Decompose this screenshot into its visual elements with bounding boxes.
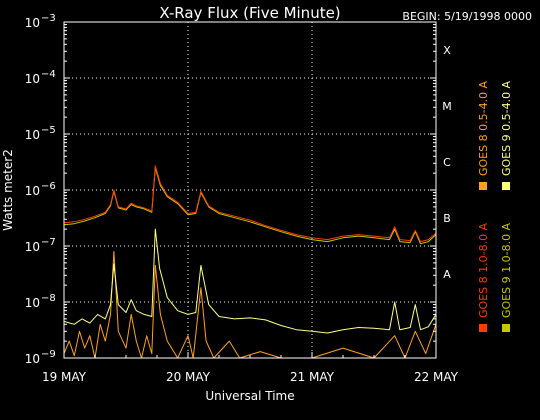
y-tick-exponent: −4 <box>41 69 56 80</box>
x-tick-label: 19 MAY <box>42 370 87 384</box>
legend-swatch <box>479 182 487 190</box>
x-tick-label: 21 MAY <box>290 370 335 384</box>
flare-class-axis: X M C B A <box>442 44 452 281</box>
y-axis: 10−910−810−710−610−510−410−3 <box>25 13 436 366</box>
y-tick-exponent: −9 <box>41 349 56 360</box>
y-tick-exponent: −5 <box>41 125 56 136</box>
chart-title: X-Ray Flux (Five Minute) <box>159 4 340 22</box>
grid <box>64 22 436 358</box>
x-axis: 19 MAY 20 MAY 21 MAY 22 MAY <box>42 352 459 384</box>
y-axis-label: Watts meter2 <box>1 149 15 231</box>
legend-label: GOES 9 1.0-8.0 A <box>500 222 513 318</box>
y-tick-label: 10 <box>25 128 40 142</box>
y-tick-label: 10 <box>25 352 40 366</box>
legend-label: GOES 8 1.0-8.0 A <box>477 222 490 318</box>
x-tick-label: 22 MAY <box>414 370 459 384</box>
y-tick-exponent: −6 <box>41 181 56 192</box>
y-tick-exponent: −7 <box>41 237 56 248</box>
legend-swatch <box>502 182 510 190</box>
flare-class-label: M <box>442 100 452 113</box>
x-axis-label: Universal Time <box>205 389 294 403</box>
x-tick-label: 20 MAY <box>166 370 211 384</box>
y-tick-exponent: −8 <box>41 293 56 304</box>
legend-swatch <box>502 324 510 332</box>
y-tick-label: 10 <box>25 16 40 30</box>
begin-date-label: BEGIN: 5/19/1998 0000 <box>402 10 532 23</box>
flare-class-label: A <box>443 268 451 281</box>
series-line-1 <box>63 165 437 243</box>
flare-class-label: C <box>443 156 451 169</box>
y-tick-exponent: −3 <box>41 13 56 24</box>
legend: GOES 8 1.0-8.0 A GOES 9 1.0-8.0 A GOES 8 0… <box>477 80 513 332</box>
legend-label: GOES 8 0.5-4.0 A <box>477 80 490 176</box>
y-tick-label: 10 <box>25 72 40 86</box>
legend-label: GOES 9 0.5-4.0 A <box>500 80 513 176</box>
legend-swatch <box>479 324 487 332</box>
series-group <box>63 165 437 359</box>
y-tick-label: 10 <box>25 184 40 198</box>
series-line-4 <box>63 228 437 334</box>
flare-class-label: B <box>443 212 451 225</box>
y-tick-label: 10 <box>25 240 40 254</box>
y-tick-label: 10 <box>25 296 40 310</box>
flare-class-label: X <box>443 44 451 57</box>
series-line-2 <box>63 250 437 359</box>
